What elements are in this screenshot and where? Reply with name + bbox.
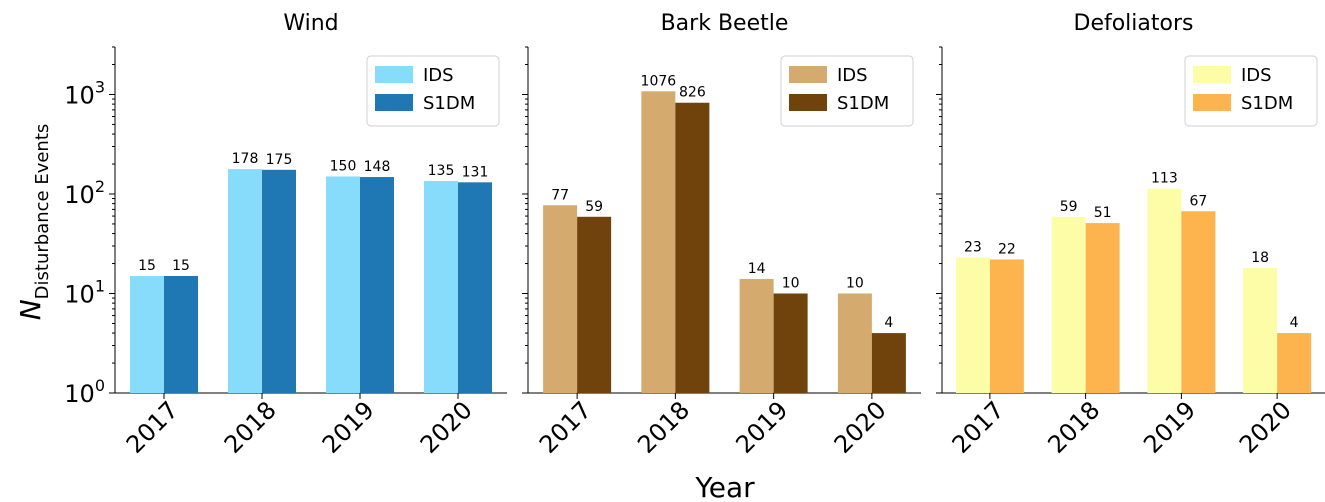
bar-s1dm (262, 169, 296, 393)
legend-label: IDS (1241, 65, 1272, 86)
legend-swatch (375, 66, 413, 83)
bar-ids (130, 275, 164, 393)
panel-title: Bark Beetle (661, 11, 789, 36)
bar-value-label: 135 (428, 163, 455, 179)
panel-1: Wind 100 101 102 103 15 15 2017 178 175 2018 150 148… (64, 11, 507, 459)
bar-value-label: 131 (462, 164, 489, 180)
bar-value-label: 77 (551, 187, 569, 203)
bar-ids (326, 176, 360, 393)
bar-ids (1051, 216, 1086, 393)
bar-ids (228, 169, 262, 393)
bar-s1dm (360, 177, 394, 393)
x-tick-label: 2017 (947, 396, 1010, 459)
bar-s1dm (773, 293, 808, 393)
y-axis-label: NDisturbance Events (14, 124, 53, 321)
bar-value-label: 113 (1151, 171, 1178, 187)
legend-label: S1DM (837, 93, 889, 114)
bar-value-label: 4 (884, 315, 893, 331)
bar-s1dm (164, 275, 198, 393)
x-tick-label: 2019 (317, 396, 380, 459)
bar-ids (543, 205, 578, 393)
panel-title: Wind (283, 11, 338, 36)
y-tick-label: 101 (64, 276, 105, 308)
y-tick-label: 102 (64, 177, 105, 209)
legend: IDS S1DM (1184, 55, 1318, 127)
bar-ids (1147, 188, 1182, 393)
bar-value-label: 67 (1189, 193, 1207, 209)
legend-swatch (789, 66, 827, 83)
legend-label: IDS (837, 65, 868, 86)
bar-s1dm (871, 333, 906, 393)
bar-ids (1243, 268, 1278, 393)
x-tick-label: 2020 (1234, 396, 1297, 459)
bar-s1dm (989, 259, 1024, 393)
legend-swatch (1193, 94, 1231, 111)
bar-value-label: 15 (172, 258, 190, 274)
bar-ids (739, 278, 774, 393)
bar-s1dm (577, 216, 612, 393)
bar-value-label: 826 (679, 85, 706, 101)
x-tick-label: 2017 (121, 396, 184, 459)
bar-value-label: 10 (782, 275, 800, 291)
x-tick-label: 2020 (829, 396, 892, 459)
bar-value-label: 51 (1094, 205, 1112, 221)
legend-swatch (1193, 66, 1231, 83)
legend: IDS S1DM (366, 55, 500, 127)
panel-3: Defoliators 23 22 2017 59 51 2018 113 67 2019 18 4 2… (936, 11, 1325, 459)
x-tick-label: 2019 (1138, 396, 1201, 459)
bar-value-label: 1076 (641, 73, 677, 89)
x-axis-label: Year (694, 471, 755, 502)
bar-s1dm (1085, 223, 1120, 393)
bar-value-label: 15 (138, 258, 156, 274)
bar-ids (955, 257, 990, 393)
x-tick-label: 2017 (534, 396, 597, 459)
legend-label: S1DM (1241, 93, 1293, 114)
x-tick-label: 2018 (219, 396, 282, 459)
y-tick-label: 103 (64, 77, 105, 109)
bar-value-label: 148 (364, 159, 391, 175)
bar-value-label: 4 (1290, 315, 1299, 331)
x-tick-label: 2018 (632, 396, 695, 459)
bar-value-label: 150 (330, 158, 357, 174)
bar-value-label: 178 (232, 151, 259, 167)
bar-value-label: 23 (964, 239, 982, 255)
panel-title: Defoliators (1074, 11, 1194, 36)
bar-value-label: 59 (1060, 199, 1078, 215)
x-tick-label: 2020 (415, 396, 478, 459)
y-tick-label: 100 (64, 376, 105, 408)
legend-swatch (375, 94, 413, 111)
legend-label: S1DM (423, 93, 475, 114)
legend: IDS S1DM (780, 55, 914, 127)
legend-swatch (789, 94, 827, 111)
x-tick-label: 2018 (1042, 396, 1105, 459)
bar-value-label: 22 (998, 241, 1016, 257)
legend-label: IDS (423, 65, 454, 86)
bar-value-label: 10 (846, 275, 864, 291)
bar-ids (837, 293, 872, 393)
bar-s1dm (1181, 211, 1216, 393)
bar-ids (641, 91, 676, 393)
bar-value-label: 14 (748, 261, 766, 277)
bar-value-label: 18 (1251, 250, 1269, 266)
bar-value-label: 59 (585, 199, 603, 215)
bar-value-label: 175 (266, 152, 293, 168)
bar-ids (424, 181, 458, 393)
x-tick-label: 2019 (730, 396, 793, 459)
bar-s1dm (675, 102, 710, 393)
bar-s1dm (1277, 333, 1312, 393)
bar-s1dm (458, 182, 492, 393)
